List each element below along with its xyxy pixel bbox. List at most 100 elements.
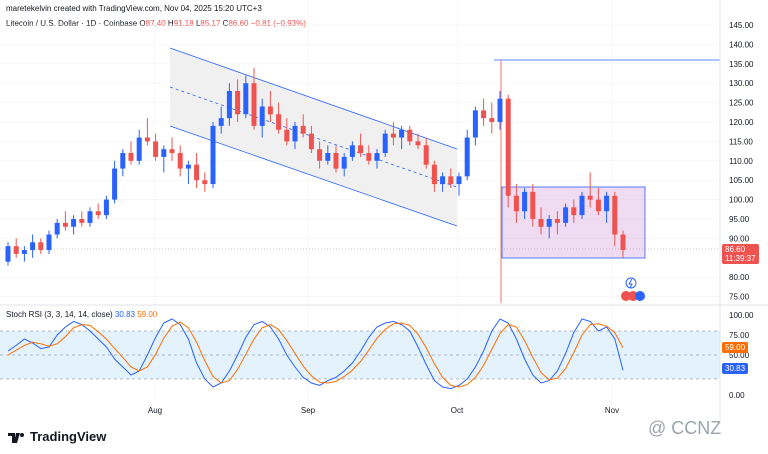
candle	[153, 133, 159, 161]
candle	[464, 129, 470, 181]
rsi-tick-label: 50.00	[729, 351, 750, 360]
candle	[579, 191, 585, 219]
candle	[79, 211, 85, 227]
close-value: 86.60	[228, 19, 249, 28]
rsi-label[interactable]: Stoch RSI (3, 3, 14, 14, close)	[6, 310, 113, 319]
rsi-d-value: 59.00	[137, 310, 158, 319]
candle	[95, 203, 101, 219]
flag-icon-us-2	[628, 291, 638, 301]
candle	[169, 137, 175, 161]
rsi-series-d	[7, 321, 624, 388]
candle	[497, 90, 503, 130]
candle	[226, 83, 232, 126]
symbol-legend: Litecoin / U.S. Dollar · 1D · Coinbase O…	[6, 19, 306, 28]
rsi-k-tag-value: 30.83	[725, 364, 746, 373]
open-value: 87.40	[145, 19, 166, 28]
candle	[317, 141, 323, 169]
time-tick-label: Sep	[301, 406, 316, 415]
candle	[554, 211, 560, 235]
candle	[358, 133, 364, 157]
lightning-icon	[625, 277, 637, 289]
candle	[284, 118, 290, 146]
price-tick-label: 110.00	[729, 157, 753, 166]
candle	[325, 145, 331, 165]
candle	[489, 102, 495, 134]
candle	[407, 125, 413, 146]
symbol-name[interactable]: Litecoin / U.S. Dollar · 1D · Coinbase	[6, 19, 138, 28]
candle	[210, 122, 216, 188]
candle	[251, 67, 257, 130]
candle	[472, 106, 478, 146]
candle	[349, 141, 355, 161]
candle	[243, 75, 249, 119]
time-axis: Aug Sep Oct Nov	[148, 406, 619, 415]
rsi-d-tag: 59.00	[722, 342, 749, 353]
candle	[194, 153, 200, 188]
tradingview-logo-icon	[8, 432, 24, 443]
price-tick-label: 90.00	[729, 234, 750, 243]
time-tick-label: Nov	[605, 406, 619, 415]
price-tick-label: 145.00	[729, 21, 754, 30]
candle	[440, 172, 446, 192]
candle	[374, 149, 380, 169]
candle	[530, 184, 536, 227]
low-value: 85.17	[200, 19, 221, 28]
candle	[13, 238, 19, 258]
rsi-k-tag: 30.83	[722, 363, 749, 374]
candle	[538, 207, 544, 235]
price-tick-label: 130.00	[729, 79, 754, 88]
candle	[571, 199, 577, 223]
candle	[612, 191, 618, 247]
candle	[71, 215, 77, 235]
candle	[431, 160, 437, 192]
candle	[341, 153, 347, 177]
brand-name: TradingView	[30, 429, 107, 444]
candle	[161, 145, 167, 173]
candle	[112, 160, 118, 204]
candle	[30, 234, 36, 258]
candle	[415, 133, 421, 150]
candle	[136, 129, 142, 165]
candle	[235, 79, 241, 122]
rsi-k-value: 30.83	[114, 310, 135, 319]
candle	[604, 191, 610, 223]
rsi-series-k	[7, 318, 624, 390]
candle	[333, 145, 339, 173]
candle	[292, 122, 298, 150]
price-tag-countdown: 11:39:37	[725, 254, 756, 263]
candle	[177, 145, 183, 177]
candle	[563, 203, 569, 227]
candle	[276, 102, 282, 134]
price-tick-label: 80.00	[729, 273, 750, 282]
time-tick-label: Oct	[451, 406, 464, 415]
candle	[366, 145, 372, 165]
candle	[259, 98, 265, 138]
candle	[423, 137, 429, 169]
candle	[382, 129, 388, 157]
price-tag: 86.60 11:39:37	[722, 244, 759, 264]
channel-lower-line	[169, 125, 458, 227]
candle	[218, 106, 224, 134]
candle	[522, 187, 528, 219]
tradingview-brand[interactable]: TradingView	[8, 429, 106, 444]
rsi-axis: 100.00 75.00 50.00 0.00	[729, 311, 754, 400]
candle	[587, 172, 593, 208]
watermark: @ CCNZ	[648, 418, 721, 439]
flag-icon-us-3	[635, 291, 645, 301]
price-tick-label: 120.00	[729, 118, 754, 127]
candle	[185, 160, 191, 185]
candle	[390, 122, 396, 146]
close-label: C	[222, 19, 229, 28]
candle	[546, 215, 552, 239]
rsi-tick-label: 0.00	[729, 391, 745, 400]
candle	[620, 230, 626, 258]
rsi-lines	[7, 318, 624, 390]
high-value: 91.18	[173, 19, 194, 28]
candle	[399, 125, 405, 150]
event-icons	[621, 277, 645, 301]
candle	[267, 90, 273, 122]
candle	[202, 172, 208, 192]
candles	[5, 67, 626, 266]
candle	[87, 207, 93, 227]
